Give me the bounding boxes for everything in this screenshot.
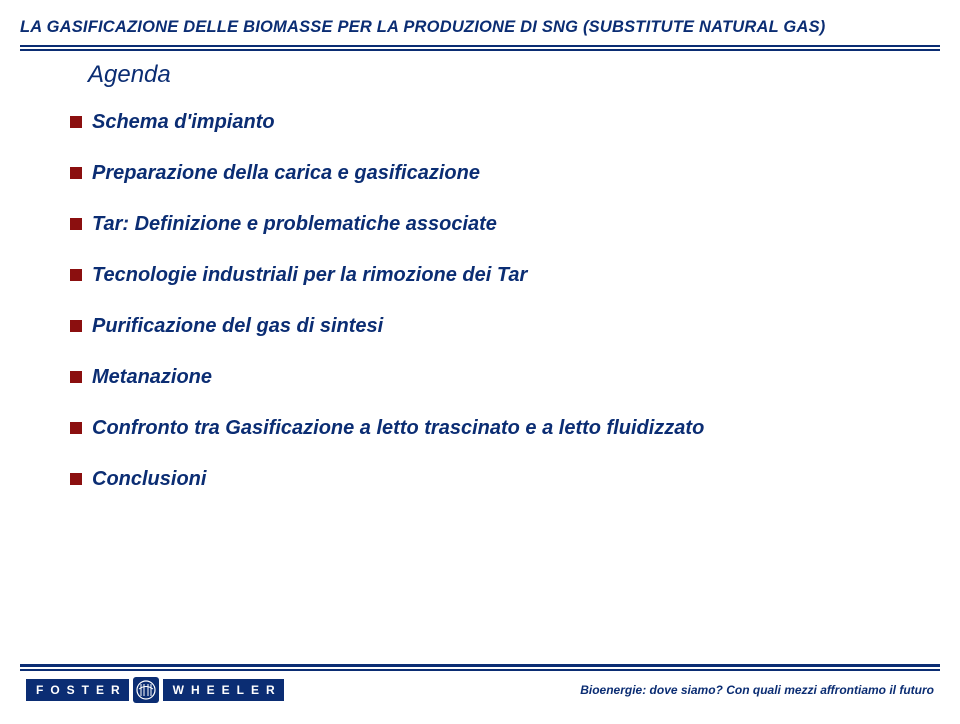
bullet-marker-icon [70, 473, 82, 485]
bullet-marker-icon [70, 422, 82, 434]
bullet-marker-icon [70, 320, 82, 332]
bullet-marker-icon [70, 269, 82, 281]
list-item-label: Metanazione [92, 366, 212, 389]
list-item: Confronto tra Gasificazione a letto tras… [70, 417, 960, 440]
list-item-label: Tecnologie industriali per la rimozione … [92, 264, 527, 287]
section-title: Agenda [0, 51, 960, 89]
bullet-list: Schema d'impianto Preparazione della car… [0, 89, 960, 491]
list-item: Metanazione [70, 366, 960, 389]
bullet-marker-icon [70, 218, 82, 230]
logo: FOSTER WHEELER [26, 677, 284, 703]
list-item: Purificazione del gas di sintesi [70, 315, 960, 338]
list-item-label: Tar: Definizione e problematiche associa… [92, 213, 497, 236]
bullet-marker-icon [70, 371, 82, 383]
logo-text-left: FOSTER [26, 679, 129, 701]
list-item: Conclusioni [70, 468, 960, 491]
page-title: LA GASIFICAZIONE DELLE BIOMASSE PER LA P… [20, 18, 940, 37]
list-item-label: Schema d'impianto [92, 111, 275, 134]
list-item: Tecnologie industriali per la rimozione … [70, 264, 960, 287]
header: LA GASIFICAZIONE DELLE BIOMASSE PER LA P… [0, 0, 960, 43]
footer-caption: Bioenergie: dove siamo? Con quali mezzi … [580, 683, 934, 697]
list-item: Schema d'impianto [70, 111, 960, 134]
logo-text-right: WHEELER [163, 679, 284, 701]
list-item: Preparazione della carica e gasificazion… [70, 162, 960, 185]
list-item-label: Conclusioni [92, 468, 206, 491]
list-item-label: Purificazione del gas di sintesi [92, 315, 383, 338]
bullet-marker-icon [70, 167, 82, 179]
bullet-marker-icon [70, 116, 82, 128]
list-item-label: Preparazione della carica e gasificazion… [92, 162, 480, 185]
logo-emblem-icon [133, 677, 159, 703]
list-item-label: Confronto tra Gasificazione a letto tras… [92, 417, 704, 440]
list-item: Tar: Definizione e problematiche associa… [70, 213, 960, 236]
footer: FOSTER WHEELER Bioenergie: dove siamo? C… [0, 664, 960, 724]
